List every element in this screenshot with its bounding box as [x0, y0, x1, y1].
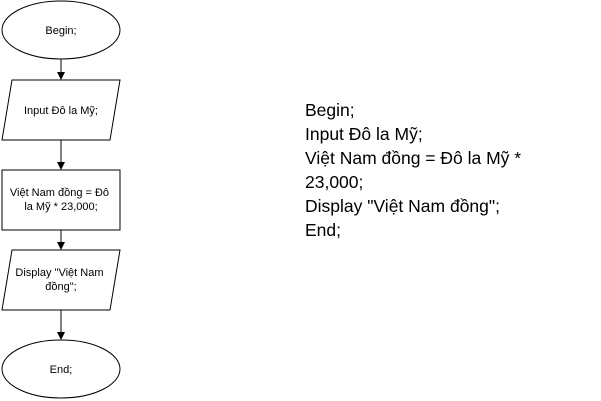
process-node-label-line-1: Việt Nam đồng = Đô	[10, 187, 109, 199]
pseudocode-line-input: Input Đô la Mỹ;	[305, 124, 423, 144]
pseudocode-block: Begin; Input Đô la Mỹ; Việt Nam đồng = Đ…	[305, 98, 575, 242]
end-node-label: End;	[50, 364, 73, 376]
display-node-label-line-1: Display "Việt Nam	[15, 267, 103, 279]
pseudocode-line-begin: Begin;	[305, 100, 355, 120]
process-node-label-line-2: la Mỹ * 23,000;	[24, 201, 97, 213]
pseudocode-line-compute: Việt Nam đồng = Đô la Mỹ *	[305, 148, 522, 168]
end-node: End;	[1, 339, 121, 399]
svg-text:Input Đô la Mỹ;: Input Đô la Mỹ;	[24, 105, 98, 117]
pseudocode-line-display: Display "Việt Nam đồng";	[305, 196, 500, 216]
svg-text:Việt Nam đồng = Đô la Mỹ: Việt Nam đồng = Đô la Mỹ * 23,000;	[10, 187, 112, 213]
svg-text:Begin;: Begin;	[45, 25, 76, 37]
pseudocode-line-end: End;	[305, 220, 341, 240]
input-node-label: Input Đô la Mỹ;	[24, 105, 98, 117]
begin-node: Begin;	[1, 0, 121, 60]
process-node: Việt Nam đồng = Đô la Mỹ * 23,000;	[1, 169, 121, 231]
begin-node-label: Begin;	[45, 25, 76, 37]
svg-text:End;: End;	[50, 364, 73, 376]
pseudocode-line-compute-continued: 23,000;	[305, 172, 364, 192]
svg-text:Display "Việt Nam đồng";: Display "Việt Nam đồng";	[15, 267, 106, 293]
display-node-label-line-2: đồng";	[45, 281, 76, 293]
input-node: Input Đô la Mỹ;	[1, 79, 121, 141]
display-node: Display "Việt Nam đồng";	[1, 249, 121, 311]
